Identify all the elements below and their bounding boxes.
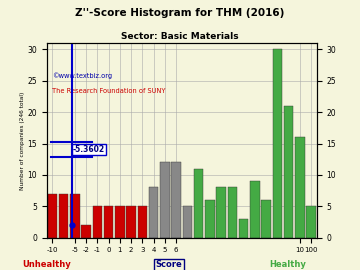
Text: Sector: Basic Materials: Sector: Basic Materials [121, 32, 239, 41]
Bar [59, 194, 68, 238]
Bar [93, 206, 102, 238]
Bar [115, 206, 125, 238]
Y-axis label: Number of companies (246 total): Number of companies (246 total) [19, 91, 24, 190]
Bar [306, 206, 316, 238]
Bar [104, 206, 113, 238]
Bar [48, 194, 57, 238]
Bar [239, 219, 248, 238]
Bar [273, 49, 282, 238]
Bar [284, 106, 293, 238]
Bar [228, 187, 237, 238]
Bar [250, 181, 260, 238]
Bar [205, 200, 215, 238]
Text: The Research Foundation of SUNY: The Research Foundation of SUNY [52, 88, 166, 94]
Bar [70, 194, 80, 238]
Bar [295, 137, 305, 238]
Bar [171, 162, 181, 238]
Bar [81, 225, 91, 238]
Text: Unhealthy: Unhealthy [22, 260, 71, 269]
Bar [194, 169, 203, 238]
Text: -5.3602: -5.3602 [73, 145, 105, 154]
Text: Score: Score [156, 260, 183, 269]
Text: Healthy: Healthy [270, 260, 306, 269]
Bar [126, 206, 136, 238]
Bar [183, 206, 192, 238]
Bar [261, 200, 271, 238]
Bar [149, 187, 158, 238]
Text: ©www.textbiz.org: ©www.textbiz.org [52, 72, 112, 79]
Bar [138, 206, 147, 238]
Bar [160, 162, 170, 238]
Text: Z''-Score Histogram for THM (2016): Z''-Score Histogram for THM (2016) [75, 8, 285, 18]
Bar [216, 187, 226, 238]
